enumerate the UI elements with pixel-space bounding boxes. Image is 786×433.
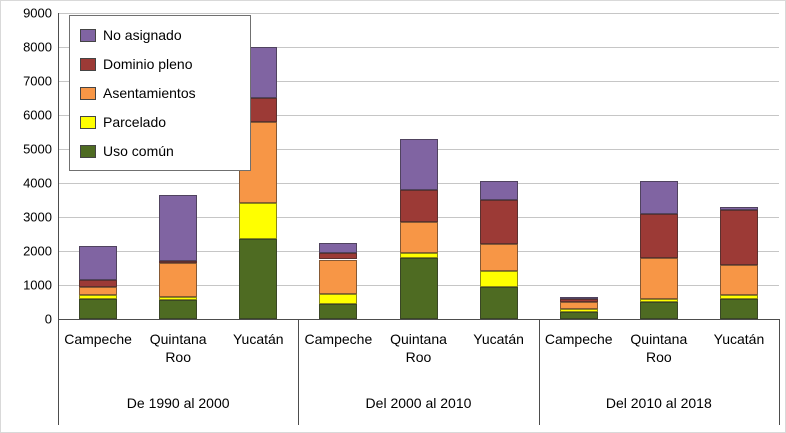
- bar-segment-uso-comun: [479, 286, 518, 319]
- bar-segment-asentamientos: [159, 262, 198, 297]
- y-axis-tick-label: 1000: [23, 277, 52, 293]
- gridline: [58, 47, 779, 48]
- category-label: Campeche: [64, 331, 132, 347]
- y-axis-tick-label: 8000: [23, 39, 52, 55]
- bar-segment-no-asignado: [559, 296, 598, 299]
- y-axis-tick-label: 3000: [23, 209, 52, 225]
- y-axis-line: [58, 13, 59, 319]
- legend-label: Asentamientos: [103, 85, 196, 101]
- bar-segment-parcelado: [559, 308, 598, 313]
- bar-segment-parcelado: [239, 203, 278, 240]
- bar-segment-uso-comun: [719, 298, 758, 319]
- legend-label: Dominio pleno: [103, 56, 193, 72]
- bar-segment-uso-comun: [399, 257, 438, 319]
- bar-segment-uso-comun: [79, 298, 118, 319]
- axis-group-separator: [298, 319, 299, 425]
- legend-item-uso-comun: Uso común: [80, 143, 240, 159]
- bar-segment-parcelado: [479, 271, 518, 287]
- legend-item-parcelado: Parcelado: [80, 114, 240, 130]
- legend-item-asentamientos: Asentamientos: [80, 85, 240, 101]
- axis-group-separator: [779, 319, 780, 425]
- legend-swatch-no-asignado: [80, 28, 96, 42]
- bar-segment-dominio-pleno: [159, 261, 198, 264]
- x-axis-line: [58, 319, 780, 320]
- bar-segment-asentamientos: [559, 302, 598, 309]
- y-axis-tick-label: 0: [44, 311, 52, 327]
- y-axis-tick-label: 4000: [23, 175, 52, 191]
- legend-item-no-asignado: No asignado: [80, 27, 240, 43]
- y-axis-tick-label: 6000: [23, 107, 52, 123]
- bar-segment-parcelado: [719, 295, 758, 299]
- legend-label: Parcelado: [103, 114, 167, 130]
- bar-segment-no-asignado: [719, 206, 758, 211]
- bar-segment-no-asignado: [79, 245, 118, 280]
- bar-segment-dominio-pleno: [319, 252, 358, 260]
- bar-segment-parcelado: [639, 298, 678, 302]
- chart-legend: No asignado Dominio pleno Asentamientos Par…: [69, 15, 251, 171]
- bar-segment-uso-comun: [639, 302, 678, 319]
- legend-item-dominio-pleno: Dominio pleno: [80, 56, 240, 72]
- axis-group-separator: [539, 319, 540, 425]
- y-axis-tick-label: 7000: [23, 73, 52, 89]
- legend-swatch-uso-comun: [80, 144, 96, 158]
- bar-segment-asentamientos: [319, 259, 358, 294]
- category-label: Yucatán: [232, 331, 284, 347]
- bar-segment-asentamientos: [79, 286, 118, 296]
- legend-swatch-parcelado: [80, 115, 96, 129]
- bar-segment-parcelado: [79, 295, 118, 299]
- bar-segment-dominio-pleno: [559, 298, 598, 302]
- bar-segment-no-asignado: [399, 138, 438, 190]
- bar-segment-no-asignado: [639, 181, 678, 214]
- y-axis-tick-label: 9000: [23, 5, 52, 21]
- bar-segment-parcelado: [319, 293, 358, 304]
- bar-segment-parcelado: [159, 296, 198, 301]
- category-label: Yucatán: [473, 331, 524, 347]
- legend-swatch-asentamientos: [80, 86, 96, 100]
- legend-label: No asignado: [103, 27, 182, 43]
- bar-segment-asentamientos: [719, 264, 758, 296]
- bar-segment-asentamientos: [479, 244, 518, 272]
- bar-segment-no-asignado: [479, 181, 518, 200]
- category-label: Quintana Roo: [149, 331, 207, 365]
- bar-segment-dominio-pleno: [639, 213, 678, 258]
- bar-segment-uso-comun: [159, 300, 198, 319]
- y-axis-tick-label: 2000: [23, 243, 52, 259]
- bar-segment-asentamientos: [399, 222, 438, 253]
- y-axis-tick-label: 5000: [23, 141, 52, 157]
- category-label: Campeche: [544, 331, 613, 347]
- legend-swatch-dominio-pleno: [80, 57, 96, 71]
- bar-segment-dominio-pleno: [399, 189, 438, 223]
- bar-segment-uso-comun: [559, 312, 598, 319]
- bar-segment-uso-comun: [319, 303, 358, 319]
- bar-segment-no-asignado: [319, 242, 358, 253]
- category-label: Yucatán: [713, 331, 765, 347]
- bar-segment-dominio-pleno: [479, 200, 518, 245]
- gridline: [58, 115, 779, 116]
- bar-segment-parcelado: [399, 252, 438, 258]
- group-label: Del 2000 al 2010: [365, 395, 472, 411]
- bar-segment-no-asignado: [159, 194, 198, 262]
- bar-segment-uso-comun: [239, 239, 278, 319]
- bar-segment-dominio-pleno: [719, 210, 758, 265]
- bar-segment-asentamientos: [639, 257, 678, 299]
- group-label: De 1990 al 2000: [126, 395, 230, 411]
- bar-segment-dominio-pleno: [79, 279, 118, 287]
- legend-label: Uso común: [103, 143, 174, 159]
- category-label: Campeche: [304, 331, 373, 347]
- category-label: Quintana Roo: [630, 331, 688, 365]
- gridline: [58, 13, 779, 14]
- category-label: Quintana Roo: [390, 331, 447, 365]
- axis-group-separator: [58, 319, 59, 425]
- gridline: [58, 81, 779, 82]
- group-label: Del 2010 al 2018: [605, 395, 712, 411]
